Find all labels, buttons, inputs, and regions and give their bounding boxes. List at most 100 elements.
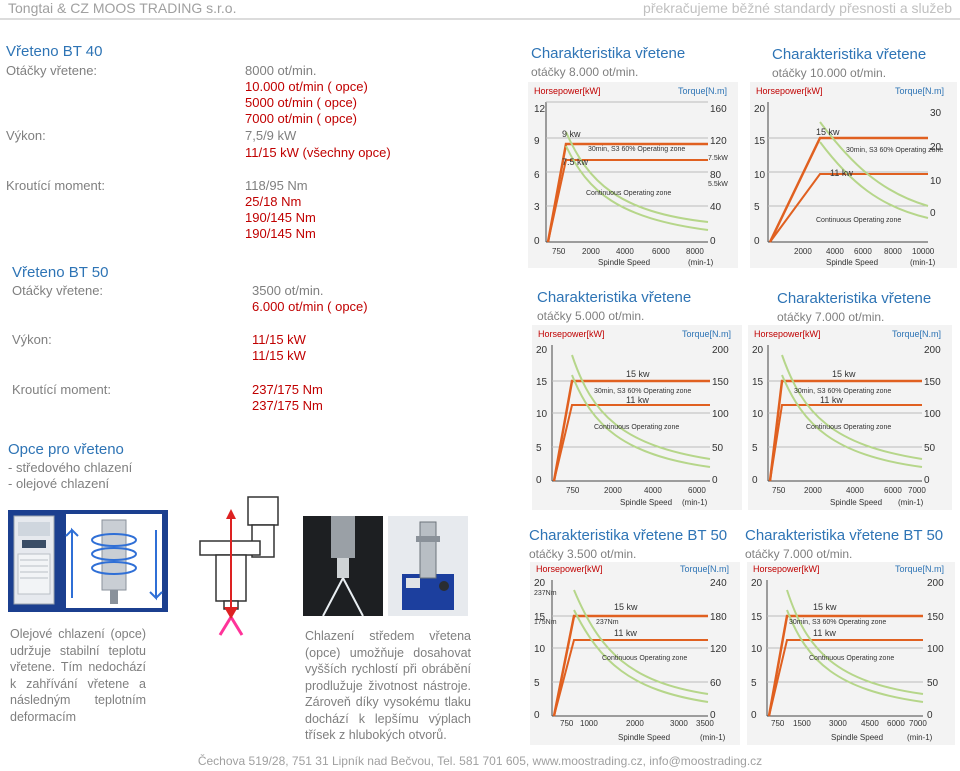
chart6-ytick-left-10: 10 <box>751 644 763 655</box>
chart2-ytick-right-30: 30 <box>930 108 942 119</box>
chart4-ytick-left-15: 15 <box>752 377 764 388</box>
chart5-x-unit: (min-1) <box>700 733 726 742</box>
chart4-ytick-right-200: 200 <box>924 345 941 356</box>
chart4-ytick-left-0: 0 <box>752 475 758 486</box>
chart2-ytick-right-0: 0 <box>930 208 936 219</box>
chart3-ytick-left-20: 20 <box>536 345 548 356</box>
center-cooling-description: Chlazení středem vřetena (opce) umožňuje… <box>305 629 471 742</box>
bt40-torque-2: 25/18 Nm <box>245 194 302 209</box>
chart2-subtitle: otáčky 10.000 ot/min. <box>772 66 887 80</box>
oil-cooler-illustration <box>8 510 168 612</box>
chart5-ytick-left-20: 20 <box>534 578 546 589</box>
chart1-xtick-750: 750 <box>552 247 566 256</box>
chart6-ytick-left-5: 5 <box>751 678 757 689</box>
chart2-xtick-6000: 6000 <box>854 247 872 256</box>
chart5-ytick-right-240: 240 <box>710 578 727 589</box>
chart2-xtick-10000: 10000 <box>912 247 935 256</box>
chart2-xtick-8000: 8000 <box>884 247 902 256</box>
chart5-label-15kw: 15 kw <box>614 602 638 612</box>
chart1-xtick-6000: 6000 <box>652 247 670 256</box>
chart1-ytick-right-40: 40 <box>710 202 722 213</box>
oil-cooling-description: Olejové chlazení (opce) udržuje stabilní… <box>10 627 146 724</box>
chart5-xtick-750: 750 <box>560 719 574 728</box>
chart5-label-s3-zone: 237Nm <box>596 619 619 626</box>
chart1-x-unit: (min-1) <box>688 258 714 267</box>
bt50-speed-2: 6.000 ot/min ( opce) <box>252 299 368 314</box>
bt40-title: Vřeteno BT 40 <box>6 43 103 60</box>
footer-contact: Čechova 519/28, 751 31 Lipník nad Bečvou… <box>197 754 763 768</box>
chart6-title: Charakteristika vřetene BT 50 <box>745 527 944 544</box>
chart6-ytick-right-200: 200 <box>927 578 944 589</box>
chart5-ytick-right-180: 180 <box>710 612 727 623</box>
chart3-label-cont-zone: Continuous Operating zone <box>594 424 679 431</box>
chart6-label-15kw: 15 kw <box>813 602 837 612</box>
chart5-xtick-2000: 2000 <box>626 719 644 728</box>
bt40-speed-1: 8000 ot/min. <box>245 63 317 78</box>
chart2-ytick-right-20: 20 <box>930 142 942 153</box>
chart6-right-axis-label: Torque[N.m] <box>895 564 944 574</box>
chart2-label-15kw: 15 kw <box>816 127 840 137</box>
chart1-xtick-2000: 2000 <box>582 247 600 256</box>
chart4-ytick-left-20: 20 <box>752 345 764 356</box>
chart3-right-axis-label: Torque[N.m] <box>682 329 731 339</box>
chart1-ytick-right-120: 120 <box>710 136 727 147</box>
chart3-ytick-right-0: 0 <box>712 475 718 486</box>
chart2-ytick-left-5: 5 <box>754 202 760 213</box>
chart1-ytick-left-6: 6 <box>534 170 540 181</box>
bt50-power-2: 11/15 kW <box>252 348 306 363</box>
chart6-ytick-right-0: 0 <box>927 710 933 721</box>
chart4-xtick-2000: 2000 <box>804 486 822 495</box>
chart4-label-11kw: 11 kw <box>820 395 843 405</box>
chart6-ytick-left-20: 20 <box>751 578 763 589</box>
chart3-x-unit: (min-1) <box>682 498 708 507</box>
chart5-label-175nm: 175Nm <box>534 619 557 626</box>
option-item-center-cooling: - středového chlazení <box>8 460 133 475</box>
chart2-ytick-left-20: 20 <box>754 104 766 115</box>
coolant-through-spindle-photo <box>303 516 383 616</box>
chart4-label-cont-zone: Continuous Operating zone <box>806 424 891 431</box>
chart5-subtitle: otáčky 3.500 ot/min. <box>529 547 637 561</box>
chart6-label-s3-zone: 30min, S3 60% Operating zone <box>789 619 886 626</box>
chart4-ytick-right-150: 150 <box>924 377 941 388</box>
bt40-speed-label: Otáčky vřetene: <box>6 63 98 78</box>
chart3-left-axis-label: Horsepower[kW] <box>538 329 605 339</box>
header-bar: Tongtai & CZ MOOS TRADING s.r.o. překrač… <box>0 0 960 20</box>
chart3-ytick-left-0: 0 <box>536 475 542 486</box>
chart6-subtitle: otáčky 7.000 ot/min. <box>745 547 853 561</box>
chart2-label-s3-zone: 30min, S3 60% Operating zone <box>846 147 943 154</box>
chart4-xtick-7000: 7000 <box>908 486 926 495</box>
chart1-ytick-right-160: 160 <box>710 104 727 115</box>
chart6-xtick-3000: 3000 <box>829 719 847 728</box>
chart2-right-axis-label: Torque[N.m] <box>895 86 944 96</box>
chart5-ytick-left-0: 0 <box>534 710 540 721</box>
chart5-xtick-1000: 1000 <box>580 719 598 728</box>
chart4-subtitle: otáčky 7.000 ot/min. <box>777 310 885 324</box>
chart2-xtick-2000: 2000 <box>794 247 812 256</box>
chart3-title: Charakteristika vřetene <box>537 289 692 306</box>
chart6-xtick-7000: 7000 <box>909 719 927 728</box>
bt40-torque-1: 118/95 Nm <box>245 178 308 193</box>
chart5-ytick-left-15: 15 <box>534 612 546 623</box>
chart1-label-s3-zone: 30min, S3 60% Operating zone <box>588 146 685 153</box>
chart3-label-11kw: 11 kw <box>626 395 649 405</box>
chart4-xtick-750: 750 <box>772 486 786 495</box>
chart4-ytick-left-5: 5 <box>752 443 758 454</box>
chart1-title: Charakteristika vřetene <box>531 45 686 62</box>
bt40-torque-4: 190/145 Nm <box>245 226 316 241</box>
chart4-label-s3-zone: 30min, S3 60% Operating zone <box>794 388 891 395</box>
chart1-ytick-left-0: 0 <box>534 236 540 247</box>
chart4-xtick-6000: 6000 <box>884 486 902 495</box>
chart3-label-s3-zone: 30min, S3 60% Operating zone <box>594 388 691 395</box>
bt40-power-1: 7,5/9 kW <box>245 128 297 143</box>
chart1-xtick-8000: 8000 <box>686 247 704 256</box>
header-divider <box>0 18 960 20</box>
bt40-power-label: Výkon: <box>6 128 46 143</box>
chart5-left-axis-label: Horsepower[kW] <box>536 564 603 574</box>
chart1-ytick-right-80: 80 <box>710 170 722 181</box>
center-coolant-spindle-diagram <box>199 496 279 636</box>
chart6-xtick-750: 750 <box>771 719 785 728</box>
bt40-speed-3: 5000 ot/min ( opce) <box>245 95 358 110</box>
chart6-x-unit: (min-1) <box>907 733 933 742</box>
chart1-plot: Horsepower[kW] Torque[N.m] 12 9 6 3 0 16… <box>528 82 738 268</box>
chart5-xtick-3500: 3500 <box>696 719 714 728</box>
